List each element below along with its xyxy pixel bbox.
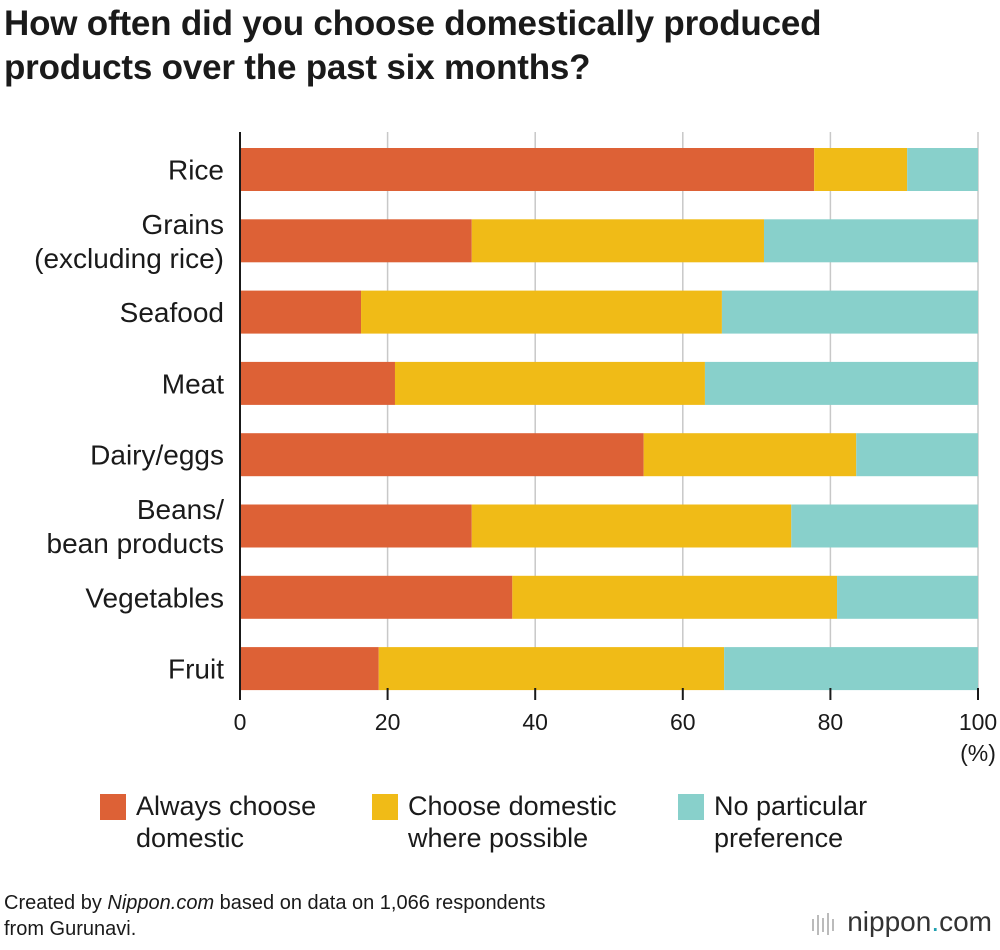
bar-possible-0 <box>814 148 908 191</box>
bar-none-7 <box>724 647 978 691</box>
legend-swatch-possible <box>372 794 398 820</box>
category-label-4-0: Dairy/eggs <box>90 440 224 471</box>
bar-always-3 <box>240 361 395 405</box>
logo-tld: com <box>939 906 992 937</box>
source-publisher: Nippon.com <box>107 892 215 914</box>
bar-possible-2 <box>361 290 722 334</box>
legend-label-always: Always choose domestic <box>136 791 317 853</box>
bar-possible-1 <box>471 219 764 263</box>
x-axis-unit: (%) <box>960 740 996 766</box>
bar-possible-5 <box>471 504 792 548</box>
stacked-bar-chart: Rice Grains(excluding rice) Seafood Meat Dai… <box>34 132 997 766</box>
x-tick-label-100: 100 <box>959 709 997 735</box>
x-tick-label-40: 40 <box>522 709 548 735</box>
category-label-5-0: Beans/ <box>137 494 224 525</box>
x-tick-label-0: 0 <box>234 709 247 735</box>
legend-label-possible: Choose domestic where possible <box>408 791 617 853</box>
x-tick-label-60: 60 <box>670 709 696 735</box>
bar-always-6 <box>240 575 513 619</box>
bar-none-3 <box>704 361 978 405</box>
bar-possible-3 <box>394 361 705 405</box>
bar-none-4 <box>856 433 978 477</box>
legend-swatch-none <box>678 794 704 820</box>
bar-always-7 <box>240 647 379 691</box>
bar-always-2 <box>240 290 362 334</box>
source-note-line-2: from Gurunavi. <box>4 918 137 940</box>
legend-label-none: No particular preference <box>714 791 868 853</box>
bar-possible-4 <box>643 433 857 477</box>
category-label-3-0: Meat <box>162 368 224 399</box>
bar-always-5 <box>240 504 472 548</box>
bar-possible-7 <box>378 647 725 691</box>
bar-always-0 <box>240 148 815 191</box>
chart-legend: Always choose domestic Choose domestic w… <box>100 790 980 860</box>
category-label-7-0: Fruit <box>168 654 224 685</box>
source-note-line-1: Created by Nippon.com based on data on 1… <box>4 892 546 914</box>
category-label-5-1: bean products <box>47 528 224 559</box>
category-label-2-0: Seafood <box>120 297 224 328</box>
legend-swatch-always <box>100 794 126 820</box>
x-tick-label-80: 80 <box>818 709 844 735</box>
bar-none-5 <box>791 504 978 548</box>
source-note: Created by Nippon.com based on data on 1… <box>4 890 546 942</box>
nippon-logo: nippon.com <box>811 906 992 938</box>
logo-mark-icon <box>812 912 835 935</box>
logo-wordmark: nippon <box>847 906 932 937</box>
bar-possible-6 <box>512 575 838 619</box>
category-label-6-0: Vegetables <box>85 582 224 613</box>
chart-title-line-1: How often did you choose domestically pr… <box>4 4 822 43</box>
chart-title-line-2: products over the past six months? <box>4 48 591 87</box>
category-label-1-1: (excluding rice) <box>34 243 224 274</box>
chart-title: How often did you choose domestically pr… <box>4 2 994 90</box>
bar-always-1 <box>240 219 472 263</box>
category-label-1-0: Grains <box>142 209 224 240</box>
bar-none-2 <box>721 290 978 334</box>
bar-none-1 <box>763 219 978 263</box>
logo-dot: . <box>931 906 940 937</box>
x-tick-label-20: 20 <box>375 709 401 735</box>
bar-always-4 <box>240 433 644 477</box>
category-label-0-0: Rice <box>168 155 224 186</box>
bar-none-0 <box>907 148 978 191</box>
bar-none-6 <box>837 575 978 619</box>
